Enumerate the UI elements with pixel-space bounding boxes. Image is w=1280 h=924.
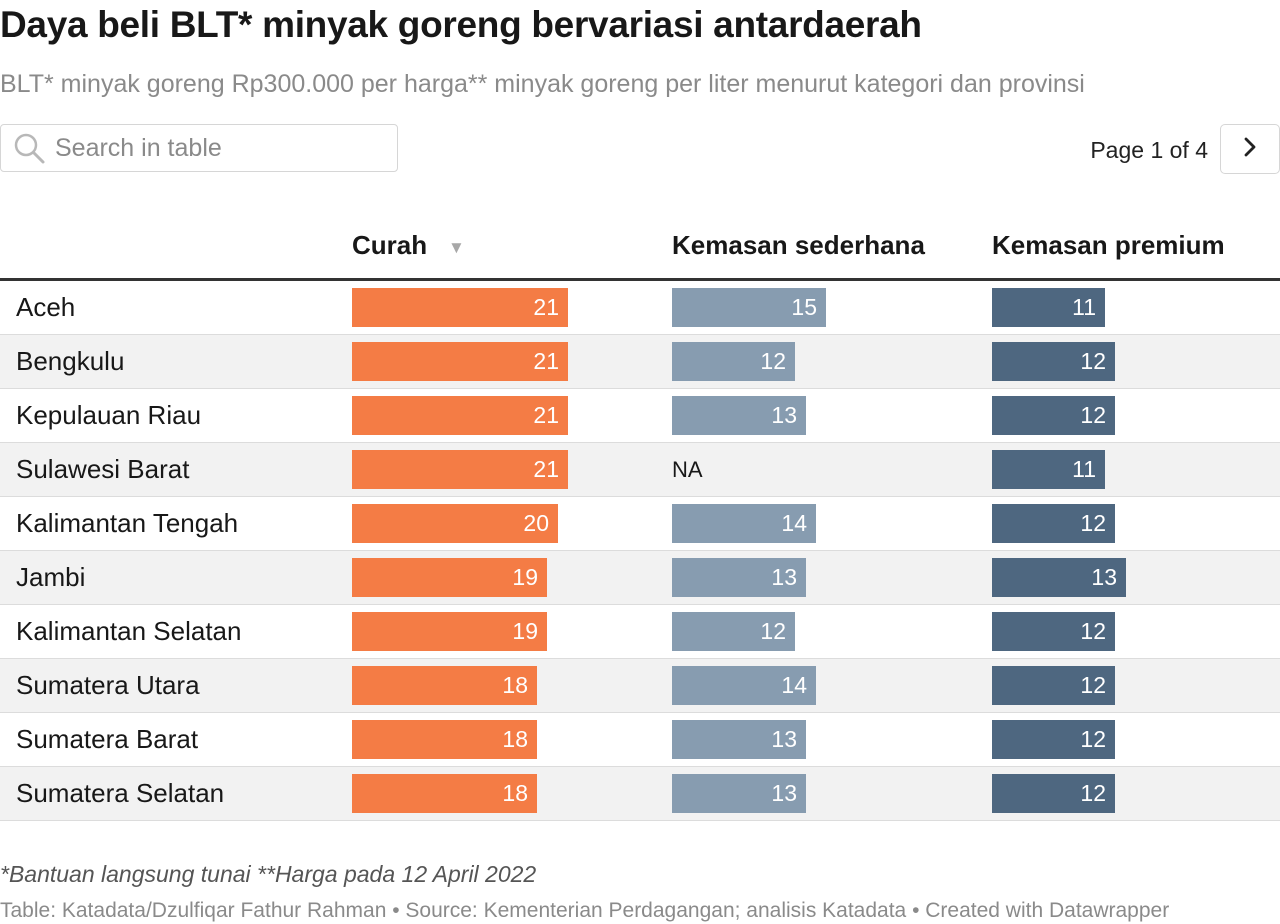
bar-kemasan-sederhana: 13	[672, 396, 806, 435]
source-credit: Table: Katadata/Dzulfiqar Fathur Rahman …	[0, 899, 1170, 922]
table-row: Sumatera Utara 18 14 12	[0, 659, 1280, 713]
bar-kemasan-premium: 12	[992, 666, 1115, 705]
table-row: Sumatera Barat 18 13 12	[0, 713, 1280, 767]
province-label: Kalimantan Selatan	[16, 616, 242, 646]
bar-curah: 19	[352, 612, 547, 651]
chart-subtitle: BLT* minyak goreng Rp300.000 per harga**…	[0, 70, 1085, 98]
province-label: Jambi	[16, 562, 86, 592]
province-label: Sulawesi Barat	[16, 454, 190, 484]
table-row: Kalimantan Selatan 19 12 12	[0, 605, 1280, 659]
footnote: *Bantuan langsung tunai **Harga pada 12 …	[0, 861, 537, 887]
bar-kemasan-sederhana: 13	[672, 720, 806, 759]
table-row: Jambi 19 13 13	[0, 551, 1280, 605]
bar-curah: 21	[352, 288, 568, 327]
bar-curah: 20	[352, 504, 558, 543]
search-input[interactable]	[55, 133, 385, 163]
bar-kemasan-premium: 12	[992, 720, 1115, 759]
bar-curah: 21	[352, 342, 568, 381]
table-row: Bengkulu 21 12 12	[0, 335, 1280, 389]
bar-kemasan-sederhana: 14	[672, 504, 816, 543]
province-label: Kalimantan Tengah	[16, 508, 239, 538]
bar-curah: 19	[352, 558, 547, 597]
bar-kemasan-premium: 11	[992, 450, 1105, 489]
province-label: Aceh	[16, 292, 76, 322]
table-row: Aceh 21 15 11	[0, 281, 1280, 335]
table-row: Kepulauan Riau 21 13 12	[0, 389, 1280, 443]
bar-kemasan-sederhana: 14	[672, 666, 816, 705]
bar-kemasan-sederhana: 15	[672, 288, 826, 327]
bar-kemasan-premium: 12	[992, 612, 1115, 651]
province-label: Kepulauan Riau	[16, 400, 202, 430]
table-row: Sulawesi Barat 21 NA 11	[0, 443, 1280, 497]
province-label: Sumatera Barat	[16, 724, 199, 754]
bar-kemasan-premium: 12	[992, 396, 1115, 435]
chevron-right-icon	[1240, 136, 1260, 163]
bar-kemasan-sederhana: 12	[672, 342, 795, 381]
table-row: Sumatera Selatan 18 13 12	[0, 767, 1280, 821]
bar-kemasan-sederhana: 12	[672, 612, 795, 651]
column-header-curah[interactable]: Curah	[352, 230, 428, 260]
bar-curah: 21	[352, 396, 568, 435]
province-label: Bengkulu	[16, 346, 125, 376]
next-page-button[interactable]	[1220, 124, 1280, 174]
bar-kemasan-premium: 13	[992, 558, 1126, 597]
bar-kemasan-sederhana: 13	[672, 774, 806, 813]
bar-kemasan-premium: 12	[992, 504, 1115, 543]
bar-kemasan-sederhana: 13	[672, 558, 806, 597]
bar-curah: 21	[352, 450, 568, 489]
bar-curah: 18	[352, 666, 537, 705]
column-header-kemasan-sederhana[interactable]: Kemasan sederhana	[672, 230, 925, 260]
bar-curah: 18	[352, 774, 537, 813]
table-row: Kalimantan Tengah 20 14 12	[0, 497, 1280, 551]
province-label: Sumatera Selatan	[16, 778, 225, 808]
search-icon	[7, 124, 51, 172]
province-label: Sumatera Utara	[16, 670, 200, 700]
page-indicator: Page 1 of 4	[1090, 137, 1208, 163]
sort-descending-icon[interactable]: ▼	[448, 238, 465, 257]
bar-curah: 18	[352, 720, 537, 759]
column-header-kemasan-premium[interactable]: Kemasan premium	[992, 230, 1225, 260]
bar-kemasan-premium: 11	[992, 288, 1105, 327]
bar-kemasan-premium: 12	[992, 774, 1115, 813]
bar-kemasan-premium: 12	[992, 342, 1115, 381]
chart-title: Daya beli BLT* minyak goreng bervariasi …	[0, 4, 922, 45]
header-divider	[0, 278, 1280, 281]
table-search-box[interactable]	[0, 124, 398, 172]
missing-value-label: NA	[672, 457, 703, 482]
